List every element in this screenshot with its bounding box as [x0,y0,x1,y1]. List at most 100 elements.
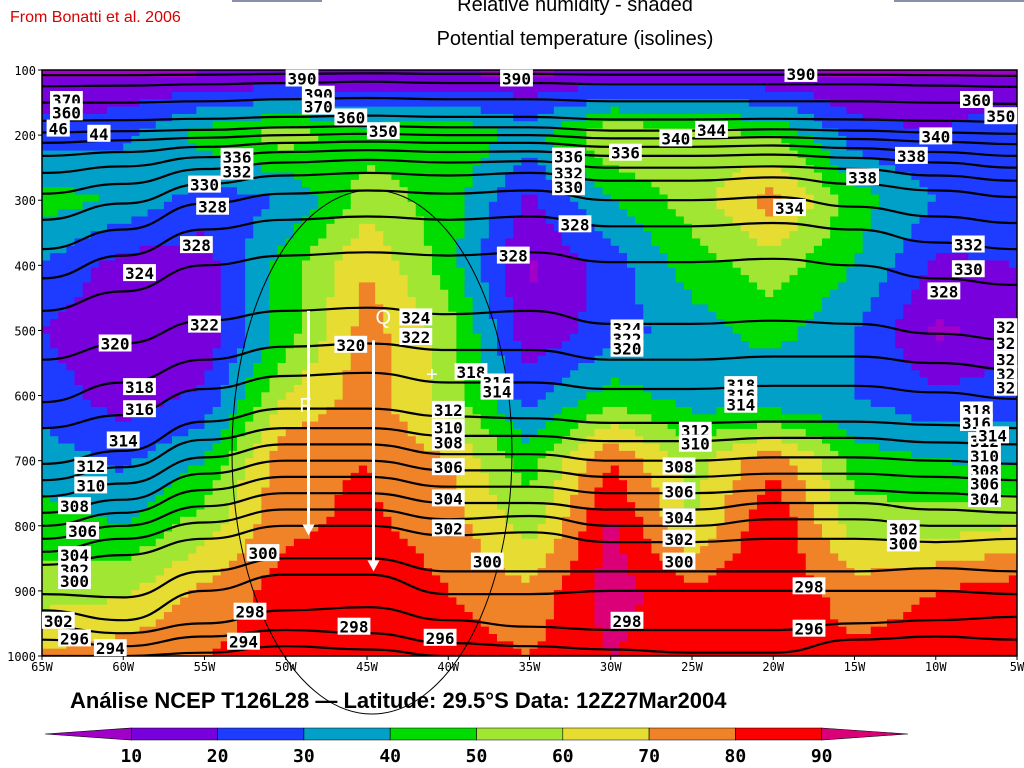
rh-cell [172,135,181,144]
rh-cell [139,209,149,218]
rh-cell [562,355,571,364]
rh-cell [529,355,539,364]
rh-cell [480,238,490,247]
rh-cell [172,209,181,218]
rh-cell [204,289,214,298]
rh-cell [50,275,59,284]
rh-cell [107,355,116,364]
rh-cell [155,238,165,247]
rh-cell [545,77,555,86]
rh-cell [123,84,132,93]
rh-cell [407,201,417,210]
rh-cell [107,201,116,210]
rh-cell [813,326,823,335]
rh-cell [521,201,531,210]
rh-cell [383,289,392,298]
rh-cell [90,355,100,364]
rh-cell [968,282,977,291]
rh-cell [659,194,669,203]
rh-cell [748,363,758,371]
rh-cell [107,311,116,320]
rh-cell [789,289,799,298]
rh-cell [302,311,311,320]
rh-cell [911,253,921,262]
rh-cell [594,282,604,291]
rh-cell [415,355,425,364]
rh-cell [155,304,165,313]
rh-cell [838,194,847,203]
rh-cell [342,231,352,240]
rh-cell [570,231,579,240]
rh-cell [228,209,238,218]
rh-cell [781,260,791,269]
rh-cell [74,77,84,86]
rh-cell [464,99,474,108]
rh-cell [358,311,368,320]
rh-cell [342,209,352,218]
rh-cell [277,209,287,218]
rh-cell [675,209,685,218]
rh-cell [635,113,644,122]
rh-cell [610,165,620,174]
rh-cell [537,355,547,364]
rh-cell [976,70,986,78]
rh-cell [862,77,872,86]
rh-cell [968,297,977,305]
rh-cell [651,260,661,269]
rh-cell [862,150,872,159]
rh-cell [497,304,506,313]
rh-cell [448,201,457,210]
rh-cell [293,245,303,254]
rh-cell [204,348,214,357]
rh-cell [98,150,108,159]
rh-cell [675,267,685,276]
rh-cell [147,165,157,174]
rh-cell [781,143,791,152]
rh-cell [423,253,433,262]
rh-cell [123,282,132,291]
rh-cell [488,165,498,174]
rh-cell [196,77,206,86]
rh-cell [570,194,579,203]
rh-cell [163,253,173,262]
rh-cell [50,297,59,305]
rh-cell [472,231,482,240]
rh-cell [407,297,417,305]
rh-cell [757,341,766,349]
rh-cell [139,363,149,371]
rh-cell [935,84,945,93]
rh-cell [708,304,717,313]
rh-cell [285,150,295,159]
rh-cell [261,179,271,188]
rh-cell [269,355,279,364]
rh-cell [415,253,425,262]
rh-cell [537,238,547,247]
rh-cell [172,333,181,342]
rh-cell [107,267,116,276]
rh-cell [586,326,596,335]
rh-cell [675,157,685,166]
rh-cell [245,341,254,349]
rh-cell [375,245,384,254]
rh-cell [862,348,872,357]
rh-cell [732,165,742,174]
rh-cell [172,245,181,254]
rh-cell [180,289,189,298]
rh-cell [830,113,839,122]
rh-cell [675,223,685,232]
rh-cell [692,311,701,320]
rh-cell [505,238,514,247]
rh-cell [82,91,92,100]
rh-cell [943,326,953,335]
rh-cell [253,245,262,254]
rh-cell [675,275,685,284]
rh-cell [237,121,246,130]
rh-cell [172,311,181,320]
rh-cell [253,209,262,218]
rh-cell [830,333,839,342]
rh-cell [943,260,953,269]
rh-cell [724,106,734,115]
rh-cell [700,363,709,371]
rh-cell [107,238,116,247]
rh-cell [66,135,76,144]
